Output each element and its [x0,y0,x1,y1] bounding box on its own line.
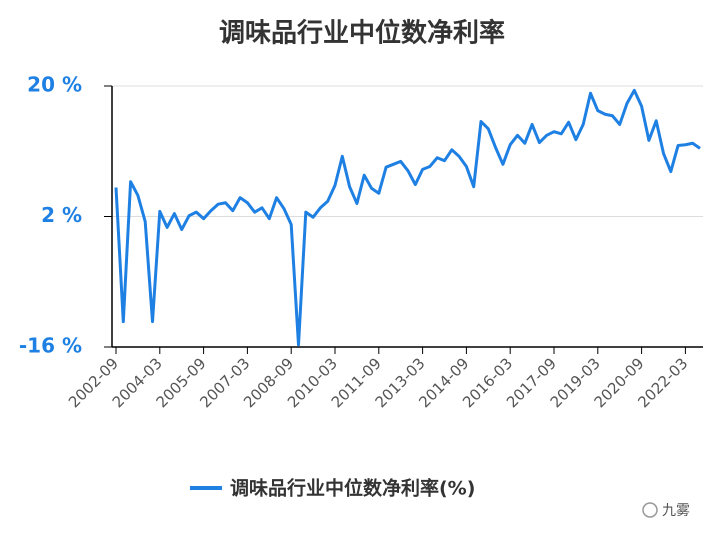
watermark-icon [642,502,658,518]
legend-label: 调味品行业中位数净利率(%) [230,477,475,500]
chart-title: 调味品行业中位数净利率 [219,18,505,49]
series-line [114,88,701,347]
y-tick-label: 20 % [27,73,82,97]
watermark: 九雾 [662,503,690,519]
y-tick-label: 2 % [41,203,82,227]
y-tick-label: -16 % [19,334,82,358]
